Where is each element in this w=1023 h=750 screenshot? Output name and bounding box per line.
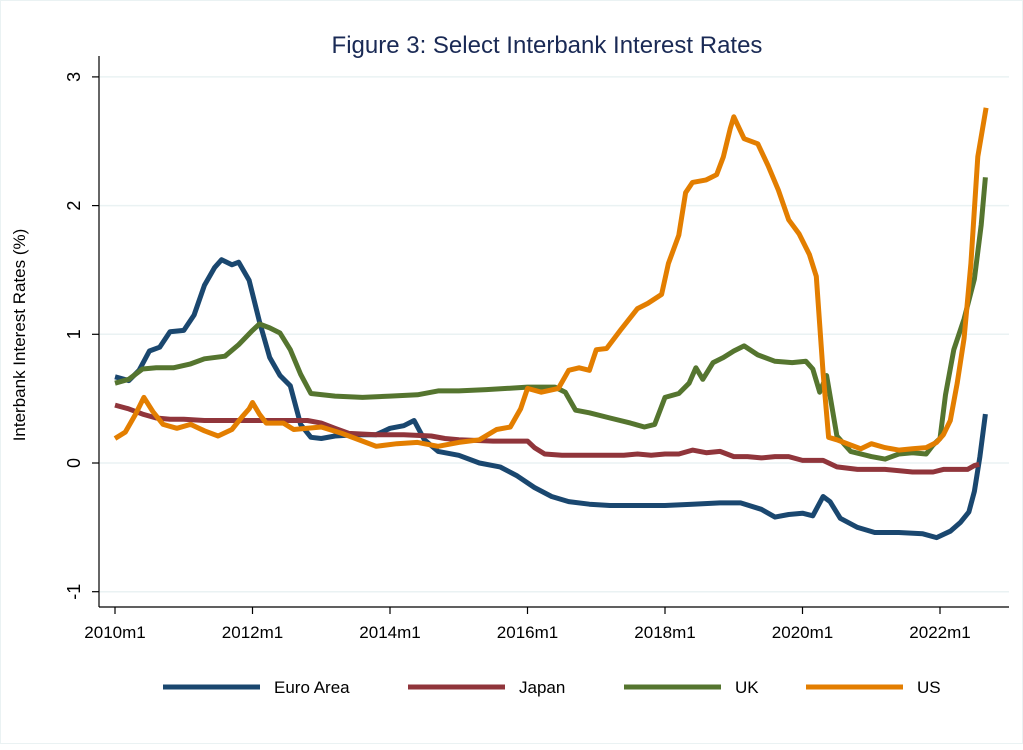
x-tick-label: 2020m1: [772, 623, 833, 642]
legend: Euro Area Japan UK US: [163, 678, 941, 697]
x-tick-label: 2010m1: [84, 623, 145, 642]
grid-lines: [100, 76, 1009, 593]
y-axis-label: Interbank Interest Rates (%): [10, 229, 29, 442]
legend-item-uk: UK: [624, 678, 759, 697]
legend-item-us: US: [806, 678, 941, 697]
x-tick-label: 2012m1: [222, 623, 283, 642]
legend-label: Japan: [519, 678, 565, 697]
y-tick-label: 0: [64, 458, 84, 468]
legend-item-japan: Japan: [408, 678, 565, 697]
legend-label: Euro Area: [274, 678, 350, 697]
y-tick-label: 1: [64, 329, 84, 339]
x-tick-label: 2018m1: [634, 623, 695, 642]
legend-item-euro-area: Euro Area: [163, 678, 350, 697]
y-tick-label: 3: [64, 72, 84, 82]
series-line-us: [113, 107, 989, 453]
x-axis: 2010m1 2012m1 2014m1 2016m1 2018m1 2020m1 2022…: [84, 606, 1009, 642]
y-tick-label: 2: [64, 201, 84, 211]
x-tick-label: 2014m1: [359, 623, 420, 642]
series-line-japan: [114, 402, 980, 475]
series-line-euro-area: [114, 257, 988, 541]
x-tick-label: 2022m1: [909, 623, 970, 642]
chart-title: Figure 3: Select Interbank Interest Rate…: [332, 32, 763, 59]
y-axis: -1 0 1 2 3: [64, 56, 100, 607]
y-tick-label: -1: [64, 584, 84, 600]
legend-label: UK: [735, 678, 759, 697]
legend-label: US: [917, 678, 941, 697]
x-tick-label: 2016m1: [497, 623, 558, 642]
series-line-uk: [114, 177, 988, 462]
series-group: [113, 107, 989, 541]
